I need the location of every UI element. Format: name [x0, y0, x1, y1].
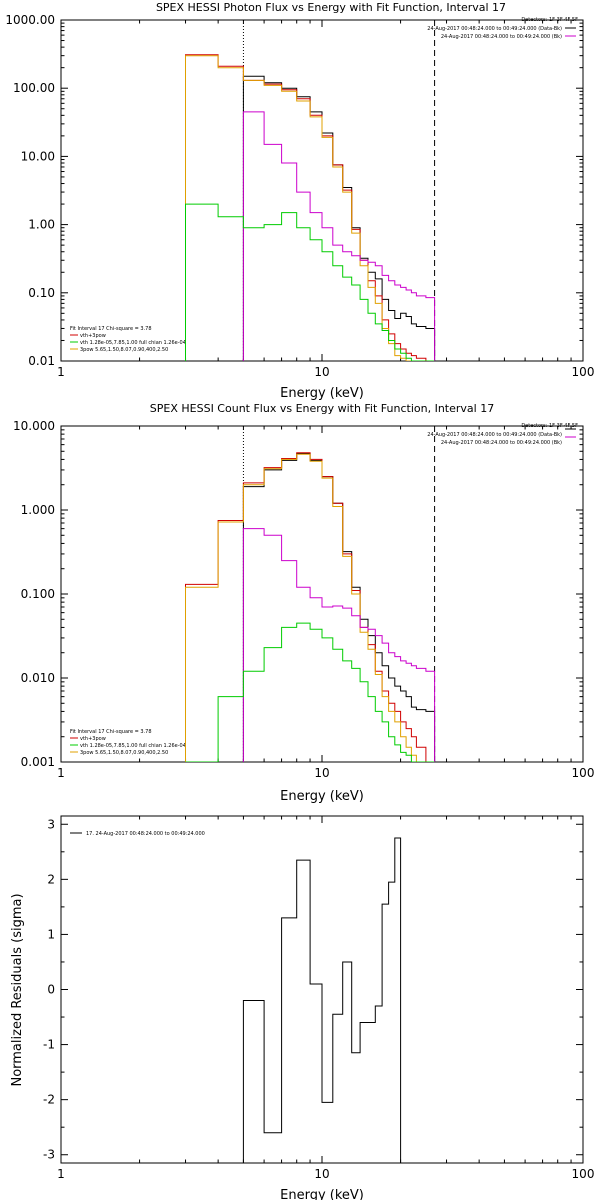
photon-series-0: [242, 75, 436, 361]
residuals-y-tick-label: -1: [43, 1038, 55, 1052]
residuals-y-tick-label: 0: [47, 983, 55, 997]
count-y-tick-label: 1.000: [21, 503, 55, 517]
count-fit-vth: vth 1.28e-05,7.85,1.00 full chian 1.26e-…: [80, 743, 186, 749]
photon-series-2: [185, 55, 435, 361]
photon-x-tick-label: 100: [572, 365, 595, 379]
count-series-4: [185, 622, 435, 762]
residuals-series-0: [242, 837, 402, 1163]
residuals-y-tick-label: 3: [47, 817, 55, 831]
residuals-x-axis-label: Energy (keV): [280, 1188, 364, 1200]
count-flux-panel: SPEX HESSI Count Flux vs Energy with Fit…: [70, 402, 578, 804]
count-series-1: [185, 452, 435, 762]
photon-plot-area: 1 10 100 0.01 0.10 1.00 10.00 100.00 1000.00: [5, 13, 594, 379]
photon-y-tick-label: 0.10: [28, 286, 55, 300]
photon-series-4: [185, 203, 435, 361]
residuals-panel: 17. 24-Aug-2017 00:48:24.000 to 00:49:24…: [10, 831, 364, 1200]
count-x-tick-label: 1: [57, 766, 65, 780]
photon-x-axis-label: Energy (keV): [280, 386, 364, 401]
residuals-x-tick-label: 10: [314, 1167, 329, 1181]
photon-flux-title: SPEX HESSI Photon Flux vs Energy with Fi…: [156, 1, 506, 14]
count-flux-title: SPEX HESSI Count Flux vs Energy with Fit…: [150, 402, 494, 415]
count-series-0: [242, 453, 436, 762]
count-fit-3pow: 3pow 5.65,1.50,8.07,0.90,400,2.50: [80, 750, 168, 756]
photon-y-tick-label: 10.00: [21, 149, 55, 163]
photon-series-3: [242, 111, 436, 361]
photon-fit-vth: vth 1.28e-05,7.85,1.00 full chian 1.26e-…: [80, 340, 186, 346]
photon-flux-panel: SPEX HESSI Photon Flux vs Energy with Fi…: [70, 1, 578, 401]
residuals-y-tick-label: -3: [43, 1148, 55, 1162]
count-x-tick-label: 10: [314, 766, 329, 780]
photon-x-tick-label: 1: [57, 365, 65, 379]
count-x-axis-label: Energy (keV): [280, 789, 364, 804]
count-fit-header: Fit Interval 17 Chi-square = 3.78: [70, 729, 152, 735]
count-y-tick-label: 0.010: [21, 671, 55, 685]
photon-fit-model: vth+3pow: [80, 333, 106, 339]
count-plot-area: 1 10 100 0.001 0.010 0.100 1.000 10.000: [13, 419, 594, 780]
photon-legend-data-bk: 24-Aug-2017 00:48:24.000 to 00:49:24.000…: [427, 26, 562, 32]
residuals-y-tick-label: 2: [47, 872, 55, 886]
count-legend-data-bk: 24-Aug-2017 00:48:24.000 to 00:49:24.000…: [427, 432, 562, 438]
photon-fit-3pow: 3pow 5.65,1.50,8.07,0.90,400,2.50: [80, 347, 168, 353]
photon-x-tick-label: 10: [314, 365, 329, 379]
photon-y-tick-label: 0.01: [28, 354, 55, 368]
count-series-3: [242, 528, 436, 762]
photon-legend-bk: 24-Aug-2017 00:48:24.000 to 00:49:24.000…: [441, 34, 562, 40]
count-series-2: [185, 453, 435, 762]
residuals-y-axis-label: Normalized Residuals (sigma): [10, 893, 25, 1086]
count-fit-model: vth+3pow: [80, 736, 106, 742]
count-x-tick-label: 100: [572, 766, 595, 780]
photon-fit-header: Fit Interval 17 Chi-square = 3.78: [70, 326, 152, 332]
residuals-legend-label: 17. 24-Aug-2017 00:48:24.000 to 00:49:24…: [86, 831, 205, 837]
photon-series-1: [185, 54, 435, 361]
count-y-tick-label: 0.001: [21, 755, 55, 769]
count-y-tick-label: 10.000: [13, 419, 55, 433]
photon-y-tick-label: 1000.00: [5, 13, 55, 27]
residuals-y-tick-label: -2: [43, 1093, 55, 1107]
residuals-x-tick-label: 100: [572, 1167, 595, 1181]
residuals-x-tick-label: 1: [57, 1167, 65, 1181]
count-y-tick-label: 0.100: [21, 587, 55, 601]
photon-y-tick-label: 100.00: [13, 81, 55, 95]
photon-y-tick-label: 1.00: [28, 218, 55, 232]
count-legend-bk: 24-Aug-2017 00:48:24.000 to 00:49:24.000…: [441, 440, 562, 446]
residuals-plot-area: 1 10 100 -3 -2 -1 0 1 2 3: [43, 815, 595, 1181]
photon-axes-frame: [60, 19, 584, 362]
residuals-y-tick-label: 1: [47, 927, 55, 941]
